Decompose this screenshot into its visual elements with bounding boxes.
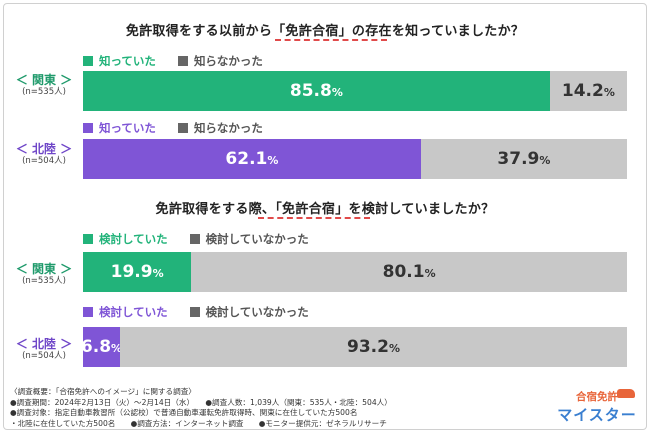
survey-footnote: 〈調査概要：「合宿免許へのイメージ」に関する調査〉 ●調査期間：2024年2月1… bbox=[10, 387, 392, 429]
q1-bar-kanto: 85.8% 14.2% bbox=[83, 71, 627, 111]
percent-sign: % bbox=[267, 154, 279, 167]
q1-kanto-unknown-segment: 14.2% bbox=[549, 71, 627, 111]
q2-sample-kanto: (n=535人) bbox=[22, 276, 66, 287]
percent-sign: % bbox=[152, 267, 164, 280]
percent-sign: % bbox=[603, 86, 615, 99]
brand-logo: 合宿免許 マイスター bbox=[551, 389, 643, 425]
q1-hokuriku-unknown-segment: 37.9% bbox=[420, 139, 627, 179]
q1-sample-hokuriku: (n=504人) bbox=[22, 156, 66, 167]
q1-sample-kanto: (n=535人) bbox=[22, 87, 66, 98]
legend-swatch-considered bbox=[83, 234, 93, 244]
legend-swatch-considered-hokuriku bbox=[83, 307, 93, 317]
q2-bar-hokuriku: 6.8% 93.2% bbox=[83, 327, 627, 367]
q1-region-hokuriku: ＜ 北陸 ＞ bbox=[15, 142, 73, 156]
bar-value-label: 14.2% bbox=[561, 81, 615, 101]
legend-swatch-not-considered-hokuriku bbox=[189, 307, 200, 317]
q2-region-hokuriku: ＜ 北陸 ＞ bbox=[15, 337, 73, 351]
question1-title: 免許取得をする以前から「免許合宿」の存在を知っていましたか？ bbox=[125, 24, 525, 39]
legend-label-considered-hokuriku: 検討していた bbox=[99, 305, 168, 319]
footnote-line: ●調査期間：2024年2月13日（火）〜2月14日（水） ●調査人数：1,039… bbox=[10, 397, 392, 407]
q2-sample-hokuriku: (n=504人) bbox=[22, 351, 66, 362]
legend-swatch-known-hokuriku bbox=[83, 123, 93, 133]
legend-label-considered: 検討していた bbox=[99, 232, 168, 246]
percent-sign: % bbox=[111, 342, 120, 355]
footnote-line: ●調査対象：指定自動車教習所（公認校）で普通自動車運転免許取得時、関東に在住して… bbox=[10, 408, 358, 418]
bar-value-label: 80.1% bbox=[382, 262, 436, 282]
q2-row-label-kanto: ＜ 関東 ＞ (n=535人) bbox=[8, 262, 80, 287]
q1-hokuriku-known-segment: 62.1% bbox=[83, 139, 421, 179]
question2-title: 免許取得をする際、「免許合宿」を検討していましたか？ bbox=[155, 202, 495, 217]
legend-swatch-known bbox=[83, 56, 93, 66]
q1-row-label-hokuriku: ＜ 北陸 ＞ (n=504人) bbox=[8, 142, 80, 167]
percent-sign: % bbox=[331, 86, 343, 99]
question1-title-underline bbox=[275, 39, 387, 41]
bar-value-label: 6.8% bbox=[83, 337, 120, 357]
q2-bar-kanto: 19.9% 80.1% bbox=[83, 252, 627, 292]
question1-legend: 知っていた 知らなかった bbox=[83, 53, 263, 69]
percent-sign: % bbox=[539, 154, 551, 167]
bar-value-label: 37.9% bbox=[497, 149, 551, 169]
q1-kanto-known-segment: 85.8% bbox=[83, 71, 550, 111]
question2-legend-hokuriku: 検討していた 検討していなかった bbox=[83, 304, 309, 320]
legend-label-unknown-hokuriku: 知らなかった bbox=[193, 121, 263, 135]
q1-row-label-kanto: ＜ 関東 ＞ (n=535人) bbox=[8, 73, 80, 98]
legend-label-not-considered: 検討していなかった bbox=[205, 232, 309, 246]
legend-label-not-considered-hokuriku: 検討していなかった bbox=[205, 305, 309, 319]
footnote-line: 〈調査概要：「合宿免許へのイメージ」に関する調査〉 bbox=[10, 387, 196, 396]
legend-label-unknown: 知らなかった bbox=[193, 54, 263, 68]
q2-hokuriku-considered-segment: 6.8% bbox=[83, 327, 120, 367]
legend-label-known-hokuriku: 知っていた bbox=[99, 121, 156, 135]
legend-swatch-unknown-hokuriku bbox=[177, 123, 188, 133]
legend-swatch-not-considered bbox=[189, 234, 200, 244]
q2-hokuriku-not-considered-segment: 93.2% bbox=[119, 327, 627, 367]
question1-legend-hokuriku: 知っていた 知らなかった bbox=[83, 120, 263, 136]
legend-swatch-unknown bbox=[177, 56, 188, 66]
footnote-line: ・北陸に在住していた方500名 ●調査方法：インターネット調査 ●モニター提供元… bbox=[10, 418, 387, 428]
car-icon bbox=[617, 389, 635, 398]
chart-frame bbox=[3, 3, 647, 430]
legend-label-known: 知っていた bbox=[99, 54, 156, 68]
bar-value-label: 62.1% bbox=[225, 149, 279, 169]
logo-line1: 合宿免許 bbox=[576, 391, 618, 403]
question2-title-underline bbox=[258, 217, 370, 219]
q2-row-label-hokuriku: ＜ 北陸 ＞ (n=504人) bbox=[8, 337, 80, 362]
q2-kanto-not-considered-segment: 80.1% bbox=[191, 252, 627, 292]
q2-kanto-considered-segment: 19.9% bbox=[83, 252, 192, 292]
bar-value-label: 85.8% bbox=[289, 81, 343, 101]
question2-legend: 検討していた 検討していなかった bbox=[83, 231, 309, 247]
percent-sign: % bbox=[424, 267, 436, 280]
q2-region-kanto: ＜ 関東 ＞ bbox=[15, 262, 73, 276]
logo-line2: マイスター bbox=[557, 406, 637, 424]
q1-bar-hokuriku: 62.1% 37.9% bbox=[83, 139, 627, 179]
bar-value-label: 19.9% bbox=[110, 262, 164, 282]
q1-region-kanto: ＜ 関東 ＞ bbox=[15, 73, 73, 87]
bar-value-label: 93.2% bbox=[346, 337, 400, 357]
percent-sign: % bbox=[388, 342, 400, 355]
